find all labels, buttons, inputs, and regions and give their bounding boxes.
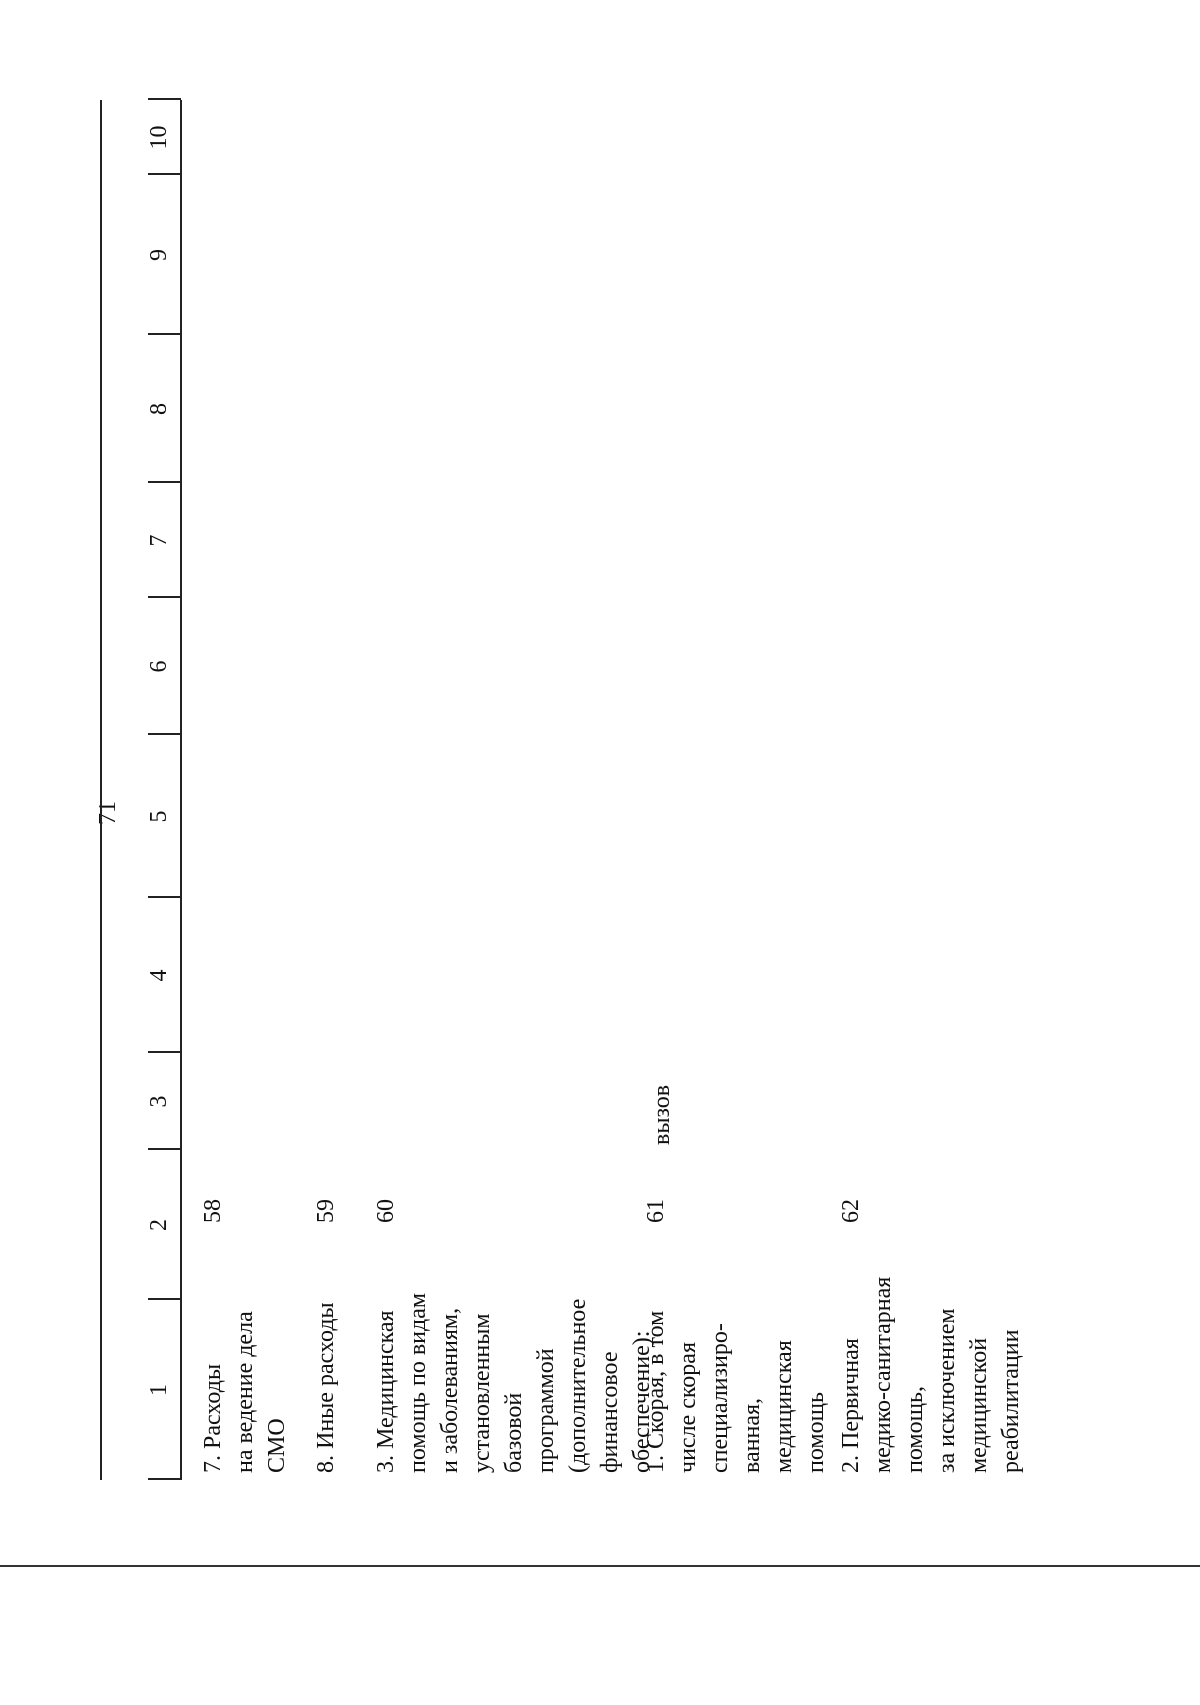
column-number: 5 <box>146 810 172 823</box>
row-label: 1. Скорая, в том <box>643 1310 669 1473</box>
row-code: 59 <box>313 1199 339 1223</box>
column-separator <box>148 1478 181 1480</box>
row-label: реабилитации <box>998 1329 1024 1473</box>
row-label: 7. Расходы <box>200 1363 226 1473</box>
row-label: специализиро- <box>707 1323 733 1473</box>
column-separator <box>148 173 181 175</box>
row-label: ванная, <box>739 1397 765 1473</box>
row-code: 62 <box>838 1199 864 1223</box>
row-label: числе скорая <box>675 1342 701 1473</box>
column-number: 4 <box>146 969 172 982</box>
row-label: помощь <box>803 1392 829 1473</box>
row-label: программой <box>533 1348 559 1473</box>
column-number: 1 <box>146 1384 172 1396</box>
column-separator <box>148 1298 181 1300</box>
column-number: 8 <box>146 403 172 415</box>
row-label: 3. Медицинская <box>373 1310 399 1473</box>
column-separator <box>148 98 181 100</box>
column-separator <box>148 481 181 483</box>
row-label: финансовое <box>597 1351 623 1474</box>
column-number: 10 <box>146 125 172 150</box>
row-code: 61 <box>643 1199 669 1223</box>
column-number: 3 <box>146 1095 172 1108</box>
row-label: и заболеваниям, <box>437 1307 463 1473</box>
column-separator <box>148 1051 181 1053</box>
row-code: 58 <box>200 1199 226 1223</box>
column-number: 9 <box>146 249 172 261</box>
column-separator <box>148 733 181 735</box>
row-label: базовой <box>501 1392 527 1473</box>
row-label: СМО <box>264 1418 290 1473</box>
column-separator <box>148 596 181 598</box>
row-label: медицинской <box>966 1337 992 1473</box>
row-label: установленным <box>469 1313 495 1473</box>
column-separator <box>148 1148 181 1150</box>
page-number: 71 <box>95 801 121 825</box>
row-label: медицинская <box>771 1340 797 1473</box>
row-code: 60 <box>373 1199 399 1223</box>
row-label: помощь, <box>902 1386 928 1473</box>
column-number: 2 <box>146 1219 172 1231</box>
row-label: 2. Первичная <box>838 1338 864 1473</box>
column-number: 7 <box>146 534 172 547</box>
row-label: за исключением <box>934 1308 960 1473</box>
row-label: на ведение дела <box>232 1311 258 1473</box>
row-label: (дополнительное <box>565 1298 591 1473</box>
column-separator <box>148 333 181 335</box>
header-bottom-rule <box>180 100 182 1480</box>
row-label: медико-санитарная <box>870 1276 896 1473</box>
column-separator <box>148 896 181 898</box>
column-number: 6 <box>146 660 172 673</box>
row-label: помощь по видам <box>405 1292 431 1473</box>
scan-edge <box>0 1565 1200 1567</box>
row-label: 8. Иные расходы <box>313 1302 339 1473</box>
table-top-rule <box>100 100 102 1480</box>
row-unit: вызов <box>649 1084 675 1145</box>
